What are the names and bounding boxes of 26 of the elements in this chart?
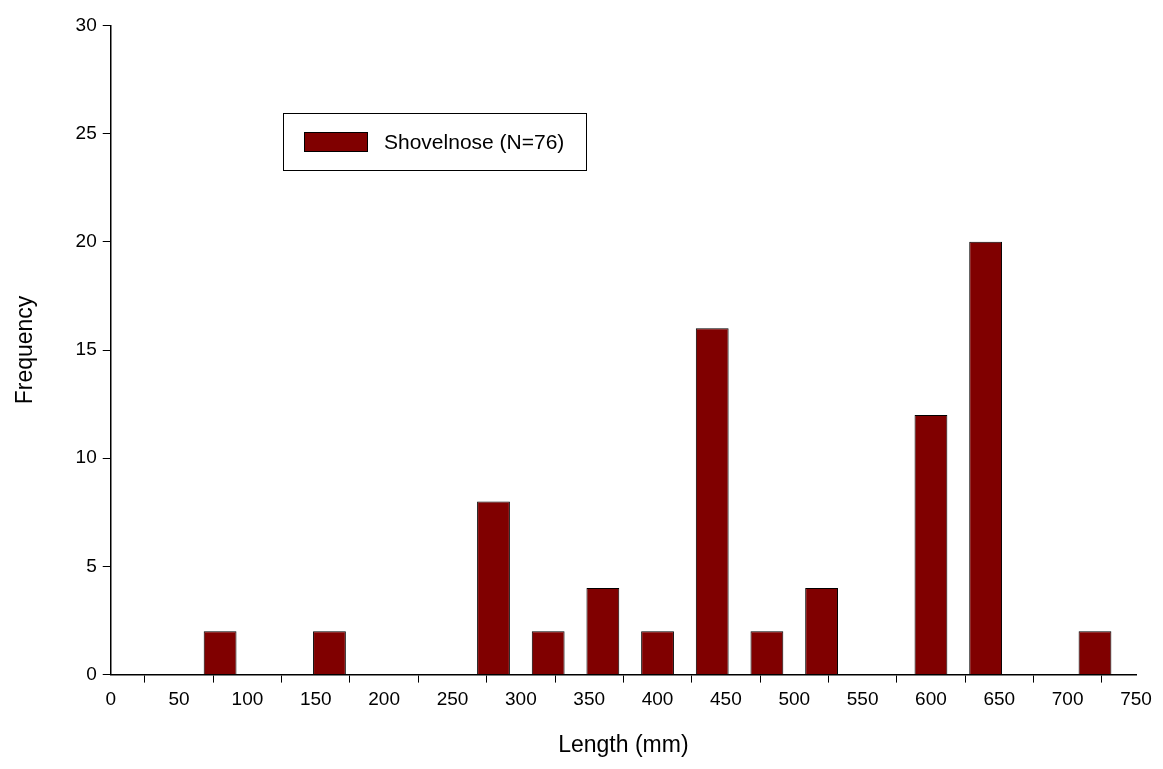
- x-axis-title: Length (mm): [558, 730, 689, 757]
- y-tick-label: 15: [75, 338, 97, 360]
- x-tick-label: 100: [231, 688, 264, 710]
- x-tick-label: 150: [299, 688, 332, 710]
- x-tick-label: 550: [846, 688, 879, 710]
- y-tick-label: 25: [75, 121, 97, 143]
- x-tick-label: 600: [915, 688, 947, 710]
- y-tick-label: 5: [86, 554, 97, 576]
- x-tick-label: 350: [573, 688, 606, 710]
- legend-label: Shovelnose (N=76): [384, 130, 565, 154]
- x-tick-label: 300: [504, 688, 537, 710]
- x-tick-label: 650: [983, 688, 1016, 710]
- x-tick-label: 250: [436, 688, 469, 710]
- x-tick-label: 450: [710, 688, 742, 710]
- y-axis-title: Frequency: [11, 295, 38, 405]
- x-tick-label: 750: [1120, 688, 1152, 710]
- y-tick-label: 20: [75, 230, 97, 252]
- y-tick-label: 30: [75, 13, 97, 35]
- x-tick-label: 200: [368, 688, 400, 710]
- y-tick-label: 0: [86, 662, 97, 684]
- x-tick-label: 50: [168, 688, 190, 710]
- x-tick-label: 700: [1051, 688, 1084, 710]
- x-tick-label: 0: [105, 688, 117, 710]
- y-tick-label: 10: [75, 446, 97, 468]
- x-tick-label: 500: [778, 688, 811, 710]
- x-tick-label: 400: [641, 688, 674, 710]
